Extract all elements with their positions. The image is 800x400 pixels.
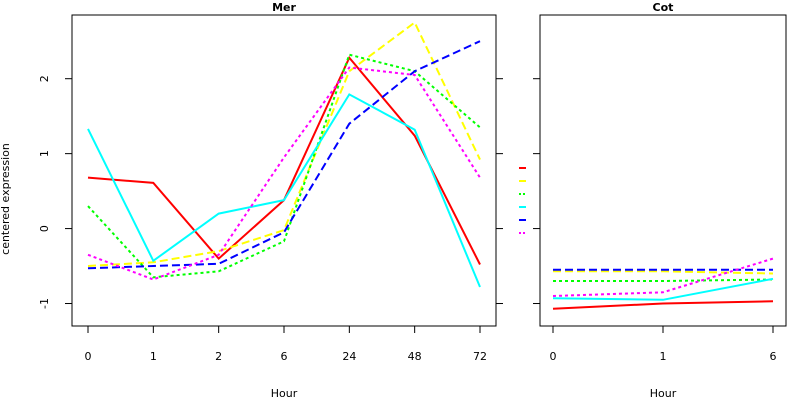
panel-cot-title: Cot [653, 1, 674, 14]
x-tick-label: 6 [770, 350, 777, 363]
panel-cot-xlabel: Hour [650, 387, 677, 400]
y-axis-label: centered expression [0, 143, 12, 255]
panel-mer-x-ticks: 0 1 2 6 24 48 72 [85, 326, 487, 363]
panel-cot-x-ticks: 0 1 6 [550, 326, 777, 363]
legend [519, 167, 526, 234]
panel-mer-xlabel: Hour [271, 387, 298, 400]
x-tick-label: 6 [281, 350, 288, 363]
series-line-2 [553, 270, 774, 275]
x-tick-label: 24 [342, 350, 356, 363]
panel-mer-title: Mer [272, 1, 296, 14]
x-tick-label: 48 [408, 350, 422, 363]
series-line-1 [552, 300, 774, 310]
panel-cot-frame [539, 14, 787, 327]
series-line-1 [87, 55, 481, 265]
series-line-4 [552, 277, 774, 301]
series-line-6 [87, 66, 481, 281]
panel-cot-series [552, 257, 774, 310]
panel-cot-y-ticks [533, 78, 540, 305]
y-tick-label: 2 [38, 75, 51, 82]
series-line-3 [553, 278, 774, 282]
series-line-5 [87, 40, 481, 270]
panel-mer-y-ticks: -1 0 1 2 [38, 75, 503, 309]
panel-cot: Cot Hour 0 1 6 [533, 1, 787, 400]
y-tick-label: 0 [38, 225, 51, 232]
series-line-4 [87, 93, 481, 288]
panel-mer: Mer Hour centered expression 0 1 2 6 24 48 72 … [0, 1, 503, 400]
x-tick-label: 1 [660, 350, 667, 363]
x-tick-label: 0 [85, 350, 92, 363]
series-line-6 [552, 257, 774, 297]
y-tick-label: 1 [38, 150, 51, 157]
x-tick-label: 2 [215, 350, 222, 363]
panel-mer-series [87, 20, 481, 288]
series-line-2 [87, 20, 481, 267]
x-tick-label: 72 [473, 350, 487, 363]
y-tick-label: -1 [38, 298, 51, 309]
series-line-3 [87, 53, 481, 279]
x-tick-label: 0 [550, 350, 557, 363]
x-tick-label: 1 [150, 350, 157, 363]
